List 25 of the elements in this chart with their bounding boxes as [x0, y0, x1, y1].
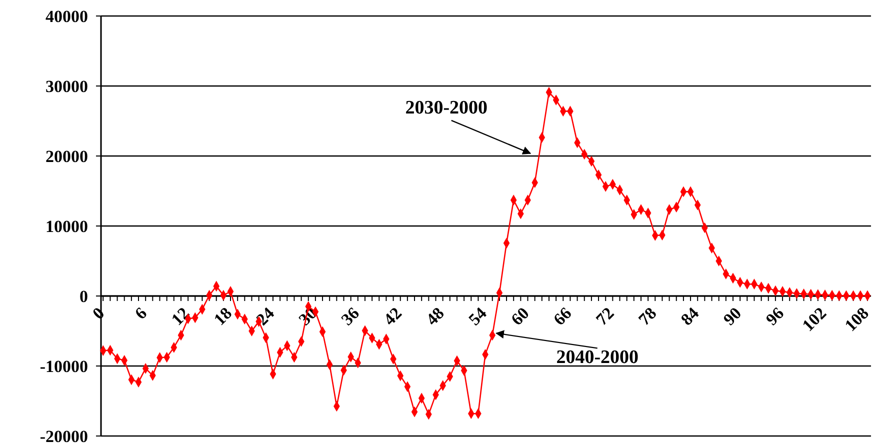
y-tick-label: 40000: [46, 6, 88, 26]
x-tick-label: 90: [720, 304, 746, 330]
y-tick-label: 20000: [46, 146, 88, 166]
x-tick-label: 60: [507, 304, 533, 330]
x-tick-label: 36: [337, 304, 363, 330]
x-tick-label: 96: [762, 304, 788, 330]
y-tick-label: 30000: [46, 76, 88, 96]
y-tick-label: 10000: [46, 216, 88, 236]
y-tick-label: -10000: [40, 356, 88, 376]
x-tick-label: 102: [798, 304, 830, 336]
x-tick-label: 42: [380, 304, 406, 330]
y-tick-label: -20000: [40, 426, 88, 444]
x-tick-label: 54: [464, 303, 491, 330]
x-tick-label: 72: [592, 304, 618, 330]
x-tick-label: 48: [422, 304, 448, 330]
x-tick-label: 6: [131, 304, 151, 324]
x-tick-label: 18: [210, 304, 236, 330]
x-tick-label: 24: [252, 303, 278, 330]
annotation: 2030-2000: [405, 97, 488, 118]
annotation: 2040-2000: [556, 347, 639, 368]
x-tick-label: 78: [634, 304, 660, 330]
x-tick-label: 84: [677, 303, 703, 330]
x-tick-label: 108: [841, 304, 872, 336]
x-tick-label: 66: [550, 304, 576, 330]
y-tick-label: 0: [80, 286, 88, 306]
